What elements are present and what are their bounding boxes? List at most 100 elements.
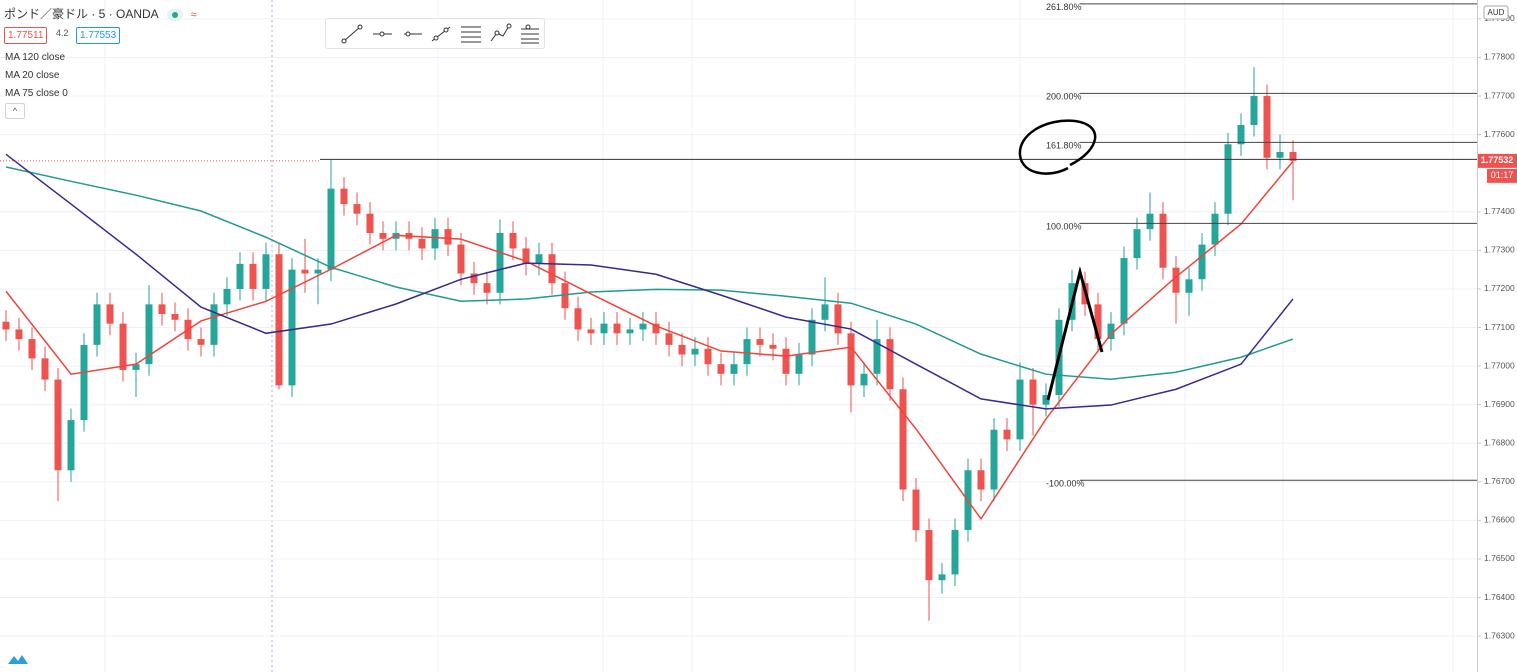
y-tick-label: 1.77300 (1484, 245, 1515, 255)
time-grid (104, 0, 1454, 672)
candle-body (431, 229, 439, 249)
candle-body (1003, 429, 1011, 440)
ma-line (5, 166, 1294, 380)
ask-box[interactable]: 1.77553 (76, 27, 121, 44)
y-tick-label: 1.76300 (1484, 630, 1515, 640)
candle-body (730, 364, 738, 374)
y-tick-label: 1.76900 (1484, 399, 1515, 409)
candle-body (1263, 96, 1271, 158)
logo-mark (8, 655, 28, 664)
candle-body (496, 233, 504, 293)
candle-body (1250, 96, 1258, 125)
candle-body (756, 339, 764, 345)
candle-body (808, 319, 816, 355)
tool-pitchfork[interactable] (490, 25, 510, 42)
y-tick-label: 1.76400 (1484, 592, 1515, 602)
candle-body (119, 323, 127, 370)
candle-body (717, 364, 725, 374)
hand-drawn-zigzag (1046, 266, 1104, 401)
countdown-label: 01:17 (1491, 170, 1514, 180)
candle-body (769, 344, 777, 349)
candle-body (1029, 379, 1037, 405)
legend-item[interactable]: MA 120 close (5, 52, 66, 63)
candle-body (535, 254, 543, 264)
y-tick-label: 1.77600 (1484, 129, 1515, 139)
alt-icon[interactable]: ≈ (190, 9, 197, 21)
logo (8, 655, 28, 664)
fib-label: 100.00% (1046, 222, 1082, 232)
bid-box[interactable]: 1.77511 (4, 27, 48, 44)
candle-body (522, 248, 530, 264)
legend-item[interactable]: MA 20 close (5, 70, 60, 81)
candle-body (15, 329, 23, 340)
ma-line (5, 160, 1294, 521)
price-axis (1477, 0, 1517, 672)
candle-body (951, 530, 959, 575)
legend-item[interactable]: MA 75 close 0 (5, 88, 68, 99)
y-tick-label: 1.77000 (1484, 360, 1515, 370)
candle-body (106, 304, 114, 324)
candle-body (1211, 213, 1219, 245)
candle-body (795, 354, 803, 374)
candle-body (353, 204, 361, 214)
status-icon[interactable] (167, 8, 184, 21)
candle-body (1120, 258, 1128, 324)
candle-body (236, 263, 244, 289)
candle-body (1159, 213, 1167, 268)
candle-body (899, 389, 907, 490)
candle-body (470, 273, 478, 284)
candle-body (847, 333, 855, 386)
candle-body (210, 304, 218, 345)
hand-drawn-ellipse (1018, 119, 1097, 175)
candle-body (652, 323, 660, 334)
candle-body (639, 323, 647, 330)
candle-body (366, 213, 374, 234)
candle-body (1107, 323, 1115, 340)
fib-label: 261.80% (1046, 2, 1082, 12)
last-price-box (1478, 153, 1517, 168)
candle-body (197, 339, 205, 345)
candle-body (275, 254, 283, 386)
candle-body (1276, 151, 1284, 158)
fib-label: 161.80% (1046, 141, 1082, 151)
candle-body (1016, 379, 1024, 440)
candle-body (1224, 144, 1232, 214)
candle-body (1172, 267, 1180, 293)
candle-body (1133, 229, 1141, 259)
fib-label: -100.00% (1046, 479, 1085, 489)
candle-body (418, 238, 426, 249)
candle-body (665, 333, 673, 345)
candle-body (93, 304, 101, 345)
candle-body (821, 304, 829, 320)
candle-body (834, 304, 842, 334)
candle-body (1198, 244, 1206, 280)
toolbar-icons (341, 23, 539, 44)
tool-trend-line[interactable] (343, 26, 361, 42)
y-tick-label: 1.76500 (1484, 553, 1515, 563)
candle-body (561, 283, 569, 309)
candle-body (1289, 151, 1297, 161)
candle-body (54, 379, 62, 471)
header: ポンド／豪ドル · 5 · OANDA ≈ (4, 5, 197, 22)
candle-body (1094, 304, 1102, 340)
candle-body (886, 339, 894, 390)
plot: 261.80% 200.00% 161.80% 100.00% -100.00% (0, 2, 1477, 637)
candle-body (262, 254, 270, 289)
fib-label: 200.00% (1046, 92, 1082, 102)
candle-body (67, 420, 75, 471)
candle-body (678, 344, 686, 355)
candle-body (704, 348, 712, 365)
last-price-label: 1.77532 (1481, 155, 1514, 165)
candle-body (587, 329, 595, 334)
y-tick-label: 1.77200 (1484, 283, 1515, 293)
candle-body (600, 323, 608, 334)
candle-body (990, 429, 998, 490)
candle-body (1042, 395, 1050, 405)
candle-body (80, 344, 88, 421)
drawing-toolbar (325, 18, 545, 49)
candle-body (158, 304, 166, 315)
collapse-button[interactable]: ^ (5, 103, 25, 119)
candle-body (41, 358, 49, 380)
